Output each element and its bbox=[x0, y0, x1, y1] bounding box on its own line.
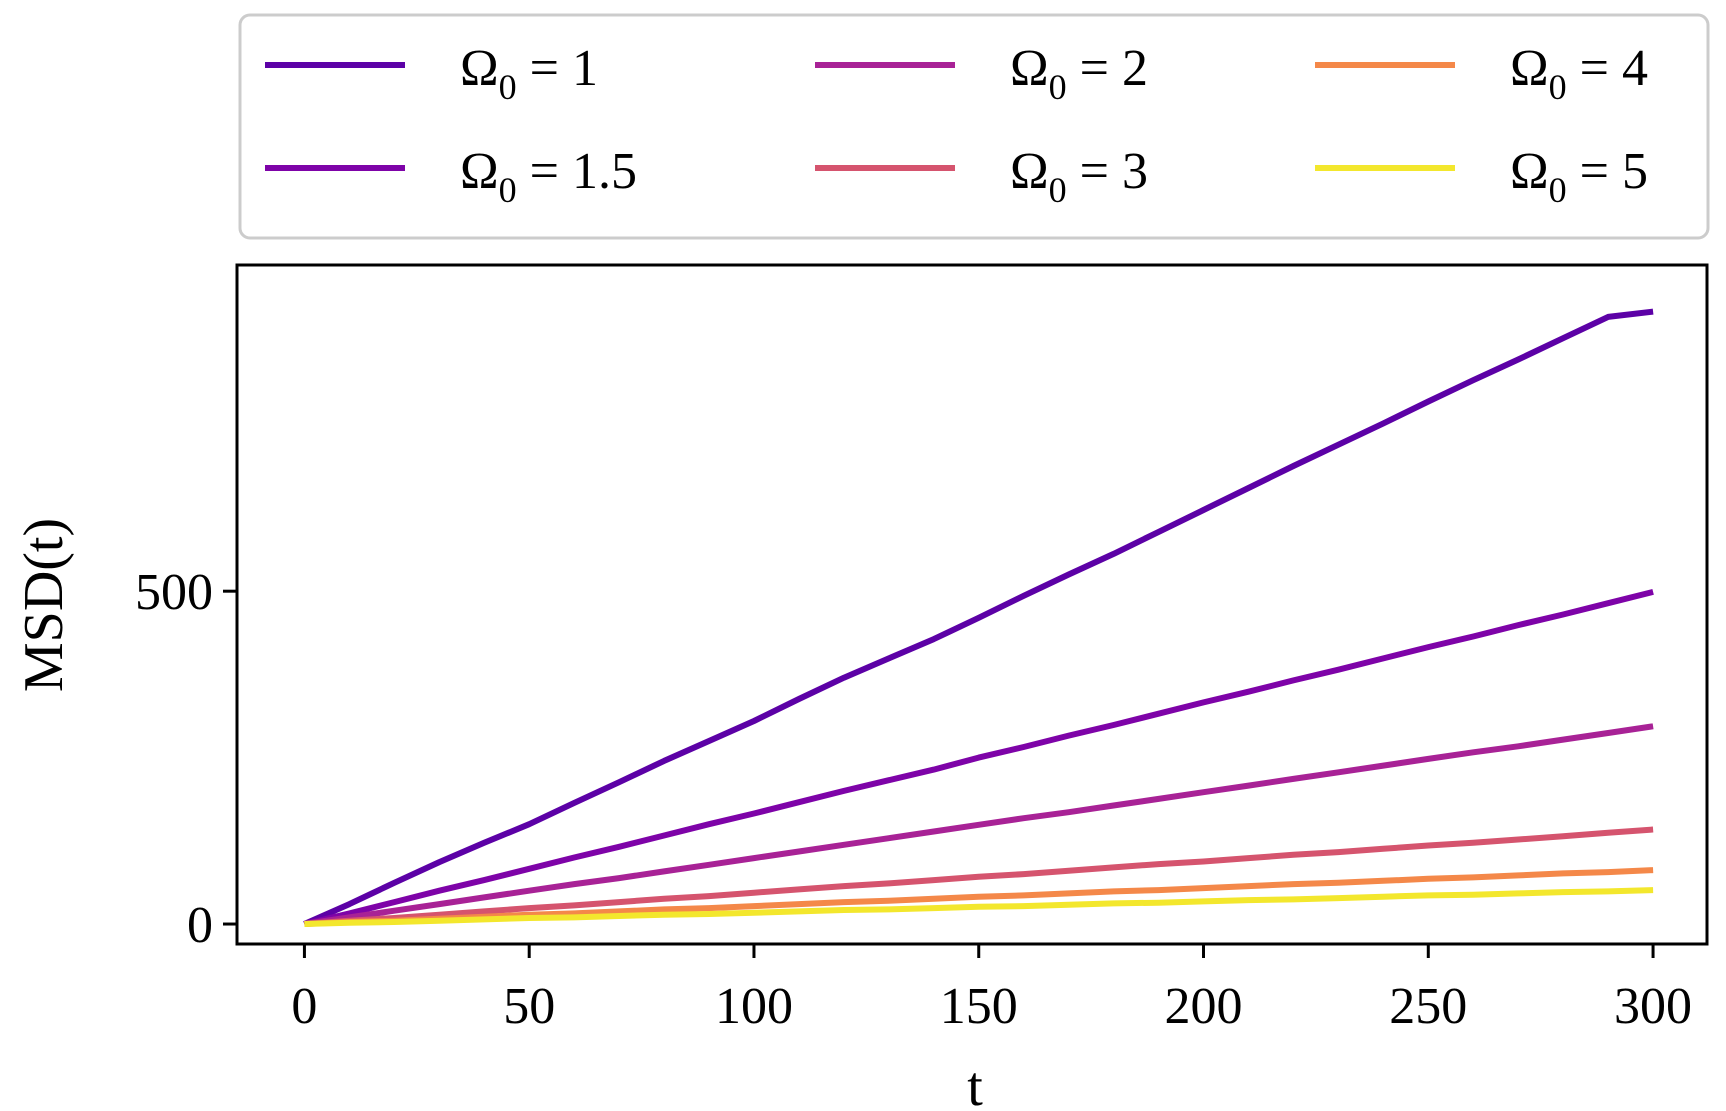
series-line-0 bbox=[303, 308, 1654, 927]
legend-entry-3: Ω0 = 3 bbox=[815, 143, 1148, 210]
x-tick-label: 250 bbox=[1389, 978, 1467, 1035]
legend-entry-1: Ω0 = 1.5 bbox=[265, 143, 637, 210]
legend-entry-5: Ω0 = 5 bbox=[1315, 143, 1648, 210]
legend-entry-4: Ω0 = 4 bbox=[1315, 40, 1648, 107]
series-line-4 bbox=[304, 867, 1654, 927]
legend-label: Ω0 = 4 bbox=[1510, 40, 1648, 107]
series-group bbox=[303, 308, 1654, 927]
x-tick-label: 200 bbox=[1165, 978, 1243, 1035]
legend-label: Ω0 = 3 bbox=[1010, 143, 1148, 210]
legend-frame bbox=[238, 13, 1710, 240]
plot-area bbox=[235, 263, 1709, 946]
series-line-2 bbox=[303, 723, 1654, 927]
y-tick-label: 500 bbox=[135, 564, 213, 621]
legend-entry-0: Ω0 = 1 bbox=[265, 40, 598, 107]
legend-label: Ω0 = 5 bbox=[1510, 143, 1648, 210]
legend: Ω0 = 1 Ω0 = 1.5 Ω0 = 2 Ω0 = 3 Ω0 = 4 Ω0 = 5 bbox=[238, 13, 1710, 240]
y-axis-label: MSD(t) bbox=[13, 518, 75, 692]
legend-label: Ω0 = 1.5 bbox=[460, 143, 637, 210]
y-axis-ticks: 0 500 bbox=[135, 564, 237, 954]
series-line-1 bbox=[303, 588, 1654, 927]
x-axis-ticks: 0 50 100 150 200 250 300 bbox=[291, 944, 1692, 1035]
series-line-5 bbox=[304, 887, 1654, 927]
y-tick-label: 0 bbox=[187, 897, 213, 954]
x-tick-label: 100 bbox=[715, 978, 793, 1035]
legend-entry-2: Ω0 = 2 bbox=[815, 40, 1148, 107]
legend-label: Ω0 = 1 bbox=[460, 40, 598, 107]
x-tick-label: 300 bbox=[1614, 978, 1692, 1035]
x-axis-label: t bbox=[967, 1056, 983, 1111]
plot-frame bbox=[235, 263, 1709, 946]
x-tick-label: 50 bbox=[503, 978, 555, 1035]
legend-label: Ω0 = 2 bbox=[1010, 40, 1148, 107]
x-tick-label: 150 bbox=[940, 978, 1018, 1035]
series-line-3 bbox=[304, 826, 1654, 927]
x-tick-label: 0 bbox=[291, 978, 317, 1035]
